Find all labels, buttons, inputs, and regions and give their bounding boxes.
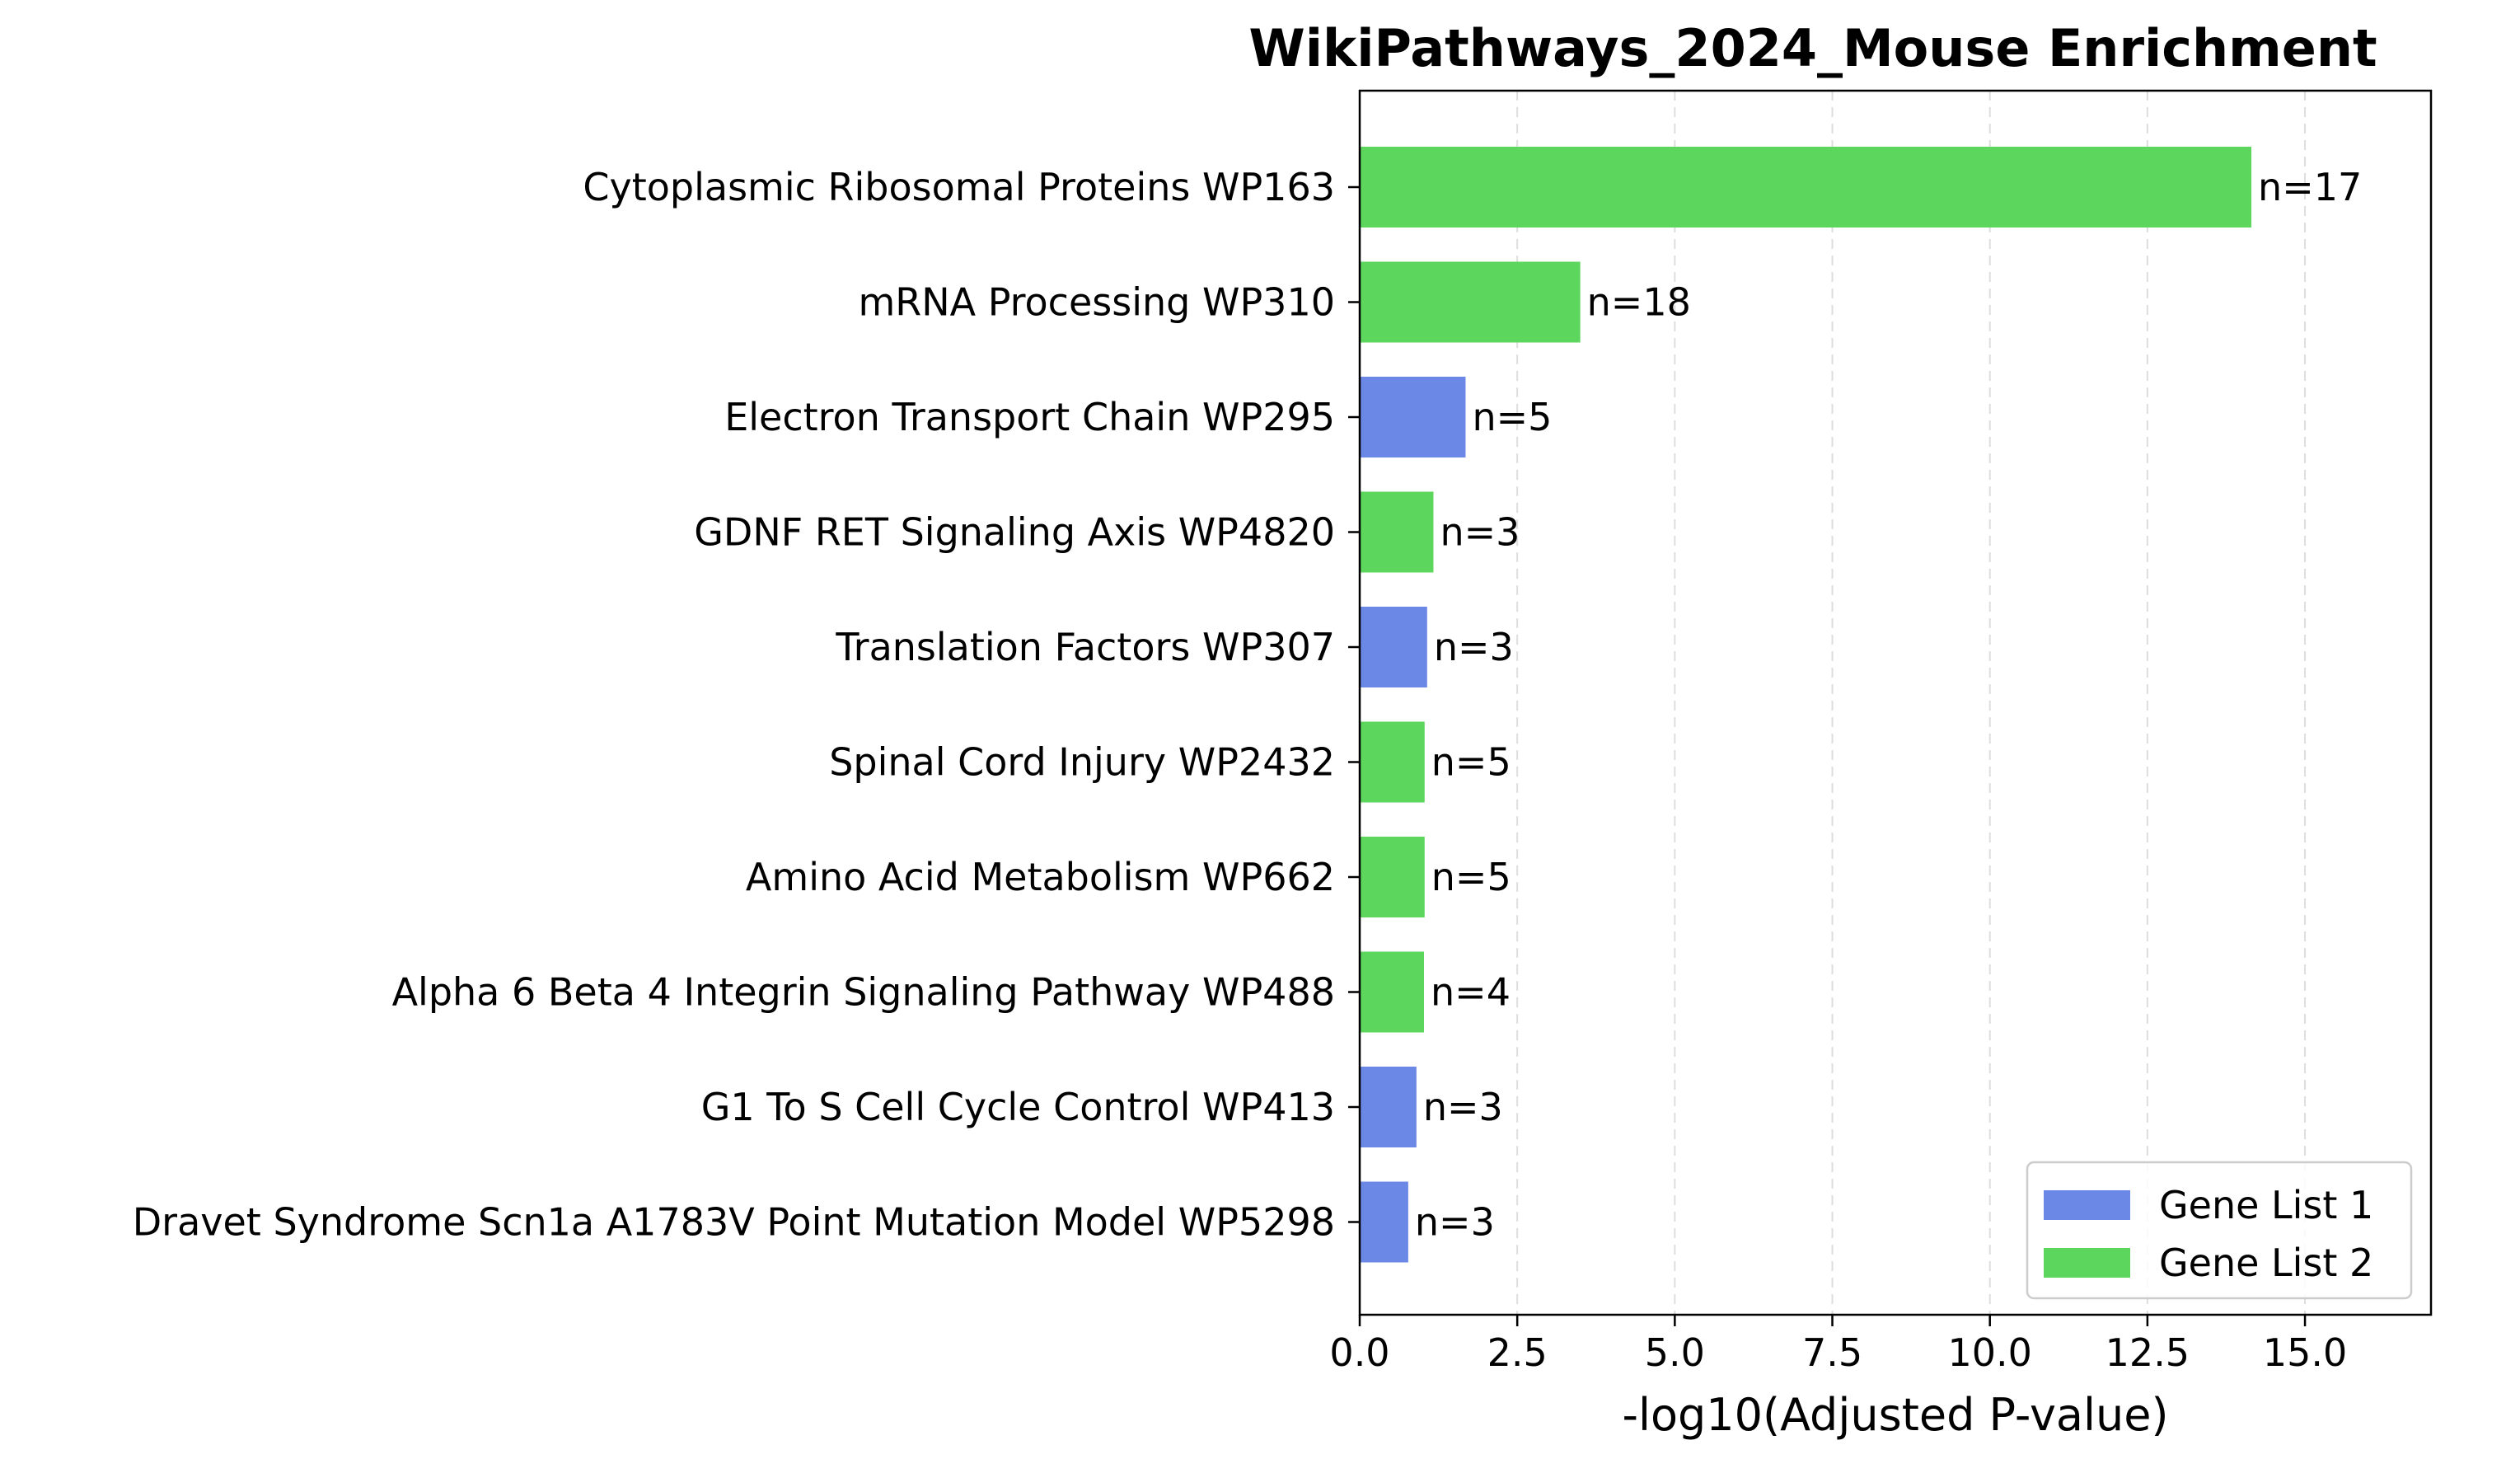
category-label: Cytoplasmic Ribosomal Proteins WP163 xyxy=(583,165,1335,209)
bar xyxy=(1360,491,1434,573)
count-label: n=17 xyxy=(2258,165,2362,209)
count-label: n=3 xyxy=(1423,1085,1503,1129)
count-label: n=18 xyxy=(1587,280,1691,325)
bar xyxy=(1360,261,1581,343)
x-tick-label: 7.5 xyxy=(1802,1330,1862,1375)
count-label: n=3 xyxy=(1415,1200,1495,1245)
category-label: Translation Factors WP307 xyxy=(835,625,1335,669)
legend-label: Gene List 1 xyxy=(2159,1183,2373,1227)
bar xyxy=(1360,147,2252,228)
legend-swatch xyxy=(2044,1190,2130,1220)
bar xyxy=(1360,837,1425,917)
x-tick-label: 2.5 xyxy=(1487,1330,1548,1375)
legend-swatch xyxy=(2044,1248,2130,1278)
bar xyxy=(1360,951,1424,1033)
bars xyxy=(1360,147,2252,1263)
category-label: GDNF RET Signaling Axis WP4820 xyxy=(694,510,1335,555)
count-label: n=5 xyxy=(1431,855,1511,899)
chart-title: WikiPathways_2024_Mouse Enrichment xyxy=(1248,18,2377,78)
bar xyxy=(1360,1181,1408,1263)
category-labels: Cytoplasmic Ribosomal Proteins WP163 mRNA… xyxy=(133,165,1360,1245)
bar xyxy=(1360,377,1466,457)
count-labels: n=17 n=18 n=5 n=3 n=3 n=5 n=5 n=4 n=3 n=3 xyxy=(1415,165,2362,1245)
category-label: Dravet Syndrome Scn1a A1783V Point Mutat… xyxy=(133,1200,1335,1245)
x-tick-label: 12.5 xyxy=(2105,1330,2190,1375)
count-label: n=3 xyxy=(1440,510,1520,555)
x-axis-label: -log10(Adjusted P-value) xyxy=(1622,1389,2168,1441)
x-tick-label: 10.0 xyxy=(1947,1330,2031,1375)
count-label: n=5 xyxy=(1472,395,1552,439)
category-label: Electron Transport Chain WP295 xyxy=(724,395,1335,439)
plot-frame xyxy=(1358,89,2433,1316)
bar xyxy=(1360,607,1427,687)
bar xyxy=(1360,721,1425,803)
x-axis-ticks: 0.0 2.5 5.0 7.5 10.0 12.5 15.0 xyxy=(1329,1315,2347,1375)
legend: Gene List 1 Gene List 2 xyxy=(2026,1161,2413,1300)
x-tick-label: 0.0 xyxy=(1329,1330,1389,1375)
x-tick-label: 15.0 xyxy=(2263,1330,2347,1375)
x-tick-label: 5.0 xyxy=(1645,1330,1705,1375)
legend-label: Gene List 2 xyxy=(2159,1241,2373,1285)
count-label: n=5 xyxy=(1431,740,1511,785)
category-label: mRNA Processing WP310 xyxy=(858,280,1335,325)
bar xyxy=(1360,1067,1417,1147)
category-label: Spinal Cord Injury WP2432 xyxy=(829,740,1335,785)
count-label: n=4 xyxy=(1431,970,1511,1015)
category-label: Alpha 6 Beta 4 Integrin Signaling Pathwa… xyxy=(392,970,1335,1015)
category-label: G1 To S Cell Cycle Control WP413 xyxy=(701,1085,1335,1129)
category-label: Amino Acid Metabolism WP662 xyxy=(746,855,1335,899)
count-label: n=3 xyxy=(1434,625,1514,669)
